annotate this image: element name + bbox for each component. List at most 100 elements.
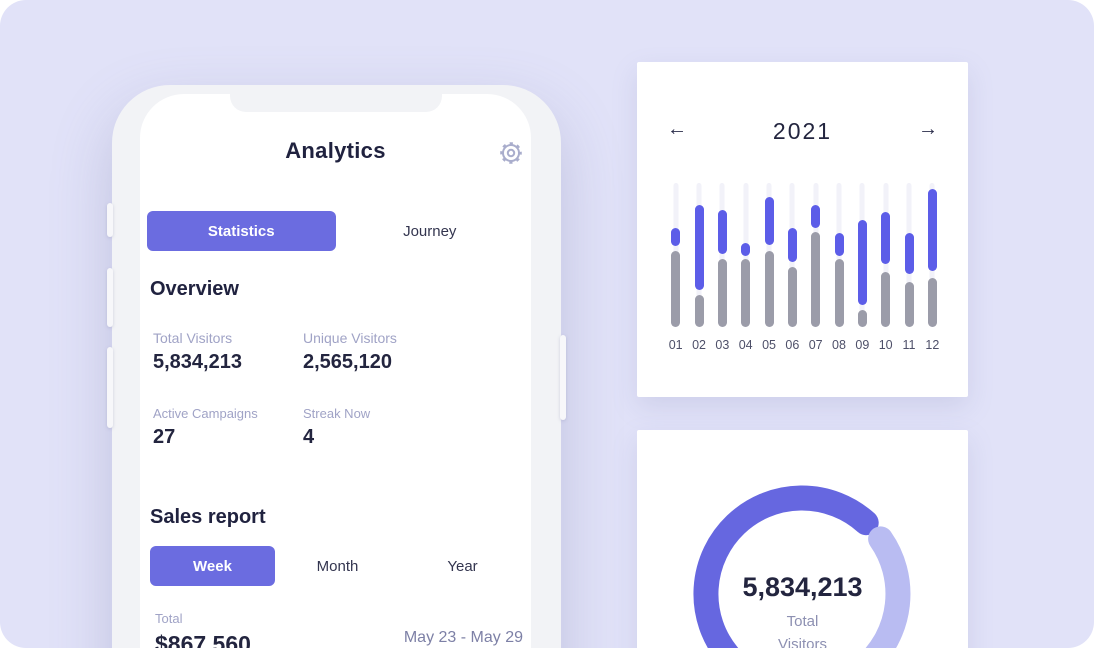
bar-segment-baseline: [927, 278, 937, 327]
app-header: Analytics: [140, 138, 531, 164]
tab-week[interactable]: Week: [150, 546, 275, 586]
tab-journey-label: Journey: [403, 222, 457, 240]
sales-total-value: $867,560: [155, 631, 251, 648]
bar-track: [881, 183, 891, 327]
bar-track: [834, 183, 844, 327]
bar-segment-active: [671, 227, 681, 247]
donut-chart: [693, 485, 911, 648]
bar-segment-baseline: [881, 272, 891, 327]
bar-segment-active: [811, 204, 821, 228]
bar-month-label: 03: [715, 338, 730, 352]
tab-statistics[interactable]: Statistics: [147, 211, 336, 251]
bar-column-09: 09: [850, 183, 874, 363]
bar-segment-baseline: [787, 266, 797, 327]
stat-label: Active Campaigns: [153, 406, 258, 421]
sales-date-range: May 23 - May 29: [403, 629, 523, 646]
donut-arc-secondary: [865, 526, 911, 648]
phone-screen: Analytics Statistics Journey Overview: [140, 94, 531, 648]
tab-journey[interactable]: Journey: [336, 211, 525, 251]
next-year-button[interactable]: →: [906, 118, 950, 141]
total-visitors-donut-card: 5,834,213 Total Visitors: [637, 430, 968, 648]
bar-column-07: 07: [804, 183, 828, 363]
bar-column-01: 01: [664, 183, 688, 363]
sales-total-label: Total: [155, 611, 183, 626]
bar-segment-baseline: [904, 282, 914, 327]
bar-track: [927, 183, 937, 327]
stat-value: 2,565,120: [303, 351, 392, 373]
previous-year-button[interactable]: ←: [655, 118, 699, 141]
settings-button[interactable]: [497, 139, 525, 167]
stat-label: Total Visitors: [153, 330, 233, 346]
overview-heading: Overview: [150, 278, 239, 300]
tab-year-label: Year: [447, 557, 478, 575]
tab-statistics-label: Statistics: [207, 222, 275, 240]
stat-total-visitors: Total Visitors 5,834,213: [153, 330, 313, 374]
stat-value: 27: [153, 426, 176, 448]
bar-month-label: 06: [785, 338, 800, 352]
bar-segment-active: [741, 243, 751, 257]
bar-segment-baseline: [764, 250, 774, 327]
bar-column-10: 10: [874, 183, 898, 363]
bar-segment-active: [717, 210, 727, 254]
bar-segment-active: [857, 220, 867, 306]
gear-icon: [500, 142, 522, 164]
donut-arc-primary: [693, 485, 879, 648]
bar-column-03: 03: [710, 183, 734, 363]
tab-year[interactable]: Year: [400, 546, 525, 586]
bar-month-label: 07: [808, 338, 823, 352]
tab-month[interactable]: Month: [275, 546, 400, 586]
sales-report-heading: Sales report: [150, 506, 266, 528]
stat-streak-now: Streak Now 4: [303, 406, 463, 449]
bar-segment-active: [764, 197, 774, 245]
arrow-right-icon: →: [918, 118, 938, 140]
bar-month-label: 11: [902, 338, 916, 352]
bar-segment-active: [904, 233, 914, 274]
bar-track: [694, 183, 704, 327]
bar-month-label: 12: [925, 338, 940, 352]
bar-column-04: 04: [734, 183, 758, 363]
stat-label: Unique Visitors: [303, 330, 397, 346]
arrow-left-icon: ←: [667, 118, 687, 140]
stat-value: 4: [303, 426, 315, 448]
bar-column-08: 08: [827, 183, 851, 363]
stat-unique-visitors: Unique Visitors 2,565,120: [303, 330, 463, 374]
donut-total-label: Total Visitors: [637, 610, 968, 648]
bar-track: [717, 183, 727, 327]
bar-track: [787, 183, 797, 327]
bar-segment-baseline: [857, 309, 867, 327]
phone-frame: Analytics Statistics Journey Overview: [107, 85, 566, 648]
stat-value: 5,834,213: [153, 351, 242, 373]
bar-segment-active: [787, 227, 797, 263]
page-title: Analytics: [285, 138, 386, 163]
mute-switch: [107, 203, 113, 237]
stat-label: Streak Now: [303, 406, 371, 421]
stat-active-campaigns: Active Campaigns 27: [153, 406, 313, 449]
bar-month-label: 01: [668, 338, 683, 352]
bar-column-12: 12: [920, 183, 944, 363]
donut-label-line2: Visitors: [778, 636, 827, 648]
bar-segment-active: [927, 188, 937, 271]
volume-down-button: [107, 347, 113, 428]
bar-month-label: 08: [832, 338, 846, 352]
statistics-journey-tabs: Statistics Journey: [147, 211, 524, 251]
bar-segment-baseline: [811, 231, 821, 327]
year-chart-card: ← 2021 → 01 02 03 04 05 06 07 08 09 10 11 12: [637, 62, 968, 397]
tab-month-label: Month: [316, 557, 359, 575]
bar-segment-active: [881, 211, 891, 264]
tab-week-label: Week: [193, 557, 232, 575]
bar-month-label: 04: [738, 338, 753, 352]
bar-column-11: 11: [897, 183, 921, 363]
donut-total-value: 5,834,213: [742, 572, 863, 602]
bar-column-06: 06: [780, 183, 804, 363]
bar-track: [741, 183, 751, 327]
year-label: 2021: [772, 118, 833, 144]
donut-center-text: 5,834,213 Total Visitors: [637, 572, 968, 648]
bar-track: [764, 183, 774, 327]
bar-month-label: 05: [762, 338, 776, 352]
bar-month-label: 10: [878, 338, 893, 352]
donut-label-line1: Total: [786, 613, 819, 630]
bar-segment-baseline: [717, 259, 727, 327]
bar-segment-baseline: [694, 295, 704, 327]
bar-track: [904, 183, 914, 327]
